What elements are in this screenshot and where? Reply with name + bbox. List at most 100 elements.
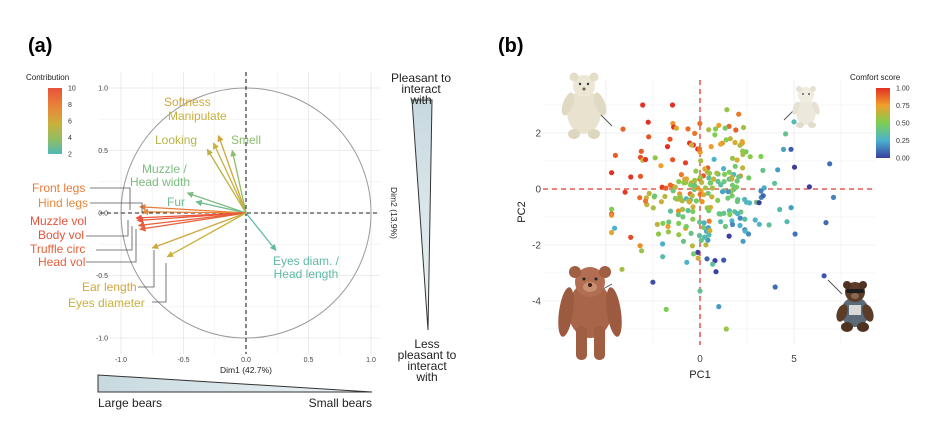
y-tick-label: -4 bbox=[532, 297, 541, 308]
individual-point bbox=[683, 223, 689, 230]
legend-tick-label: 0.50 bbox=[896, 121, 910, 128]
individual-point bbox=[760, 167, 766, 173]
individual-point bbox=[658, 163, 664, 169]
individual-point bbox=[747, 154, 753, 160]
individual-point bbox=[688, 142, 695, 148]
individual-point bbox=[723, 326, 729, 332]
individual-point bbox=[670, 157, 676, 163]
individual-point bbox=[652, 155, 658, 161]
individual-point bbox=[708, 144, 714, 150]
x-tick-label: 0 bbox=[697, 354, 703, 365]
individual-point bbox=[620, 126, 626, 132]
individual-point bbox=[628, 174, 634, 180]
individual-point bbox=[698, 158, 704, 164]
individual-point bbox=[667, 182, 673, 188]
individual-point bbox=[736, 174, 742, 180]
individual-point bbox=[705, 237, 711, 243]
individual-point bbox=[758, 188, 764, 194]
individual-point bbox=[646, 134, 652, 140]
variable-label: Eyes diam. / Head length bbox=[273, 254, 340, 281]
individual-point bbox=[685, 207, 691, 214]
individual-point bbox=[710, 261, 716, 267]
individual-point bbox=[663, 185, 669, 191]
individual-point bbox=[827, 161, 833, 167]
individual-point bbox=[704, 256, 710, 262]
individual-point bbox=[686, 199, 693, 205]
individual-point bbox=[679, 206, 686, 212]
individual-point bbox=[715, 197, 721, 203]
label-connector bbox=[90, 202, 143, 213]
individual-point bbox=[658, 199, 665, 205]
individual-point bbox=[718, 182, 724, 188]
individual-point bbox=[733, 184, 740, 190]
legend-tick-label: 8 bbox=[68, 102, 72, 109]
individual-point bbox=[830, 194, 837, 200]
individual-point bbox=[678, 172, 685, 178]
individual-point bbox=[783, 131, 789, 137]
individual-point bbox=[675, 212, 681, 218]
individual-point bbox=[628, 234, 634, 240]
individual-point bbox=[707, 180, 713, 186]
panel-a-label-connectors bbox=[86, 187, 167, 303]
individual-point bbox=[646, 190, 652, 196]
individual-point bbox=[742, 196, 748, 203]
panel-a-ticks: -1.0 -0.5 0.0 0.5 1.0 1.0 0.5 0.0 -0.5 -1.0 bbox=[96, 86, 376, 365]
legend-tick-label: 6 bbox=[68, 119, 72, 126]
individual-point bbox=[726, 208, 733, 214]
legend-tick-label: 0.75 bbox=[896, 103, 910, 110]
individual-point bbox=[722, 125, 728, 131]
panel-a-xlabel: Dim1 (42.7%) bbox=[220, 365, 272, 375]
individual-point bbox=[772, 180, 778, 186]
individual-point bbox=[726, 169, 732, 175]
contribution-colorbar bbox=[48, 88, 62, 154]
individual-point bbox=[650, 205, 656, 211]
legend-tick-label: 0.00 bbox=[896, 156, 910, 163]
variable-label: Truffle circ bbox=[30, 242, 85, 256]
individual-point bbox=[609, 212, 615, 218]
variable-arrow bbox=[230, 149, 247, 214]
individual-point bbox=[737, 215, 743, 221]
individual-point bbox=[678, 197, 684, 203]
individual-point bbox=[734, 211, 741, 217]
legend-tick-label: 1.00 bbox=[896, 86, 910, 93]
individual-point bbox=[729, 155, 736, 161]
individual-point bbox=[752, 217, 758, 223]
x-tick-label: 0.5 bbox=[304, 357, 314, 364]
comfort-legend-title: Comfort score bbox=[850, 73, 901, 82]
individual-point bbox=[758, 153, 764, 160]
individual-point bbox=[729, 221, 736, 228]
individual-point bbox=[706, 218, 712, 224]
individual-point bbox=[676, 232, 682, 238]
legend-tick-label: 0.25 bbox=[896, 138, 910, 145]
y-tick-label: -0.5 bbox=[96, 273, 108, 280]
variable-arrow bbox=[206, 148, 247, 214]
individual-point bbox=[672, 195, 679, 201]
individual-point bbox=[766, 222, 772, 228]
variable-arrow bbox=[136, 212, 247, 224]
individual-point bbox=[696, 146, 703, 152]
individual-point bbox=[784, 219, 790, 225]
individual-point bbox=[775, 167, 781, 173]
individual-point bbox=[702, 166, 708, 172]
variable-label: Fur bbox=[167, 195, 185, 209]
individual-point bbox=[612, 152, 619, 158]
individual-point bbox=[721, 257, 727, 263]
individual-point bbox=[740, 238, 746, 244]
individual-point bbox=[696, 233, 703, 239]
individual-point bbox=[737, 222, 743, 229]
individual-point bbox=[713, 269, 719, 275]
panel-b-label: (b) bbox=[498, 35, 524, 57]
individual-point bbox=[609, 229, 615, 236]
individual-point bbox=[666, 219, 672, 225]
individual-point bbox=[622, 189, 628, 195]
variable-label: Looking bbox=[155, 133, 197, 147]
individual-point bbox=[712, 126, 719, 132]
individual-point bbox=[723, 137, 729, 143]
individual-point bbox=[722, 223, 729, 230]
individual-point bbox=[702, 185, 709, 191]
individual-point bbox=[673, 125, 680, 131]
individual-point bbox=[711, 176, 717, 182]
individual-point bbox=[682, 160, 689, 166]
individual-point bbox=[667, 208, 674, 214]
